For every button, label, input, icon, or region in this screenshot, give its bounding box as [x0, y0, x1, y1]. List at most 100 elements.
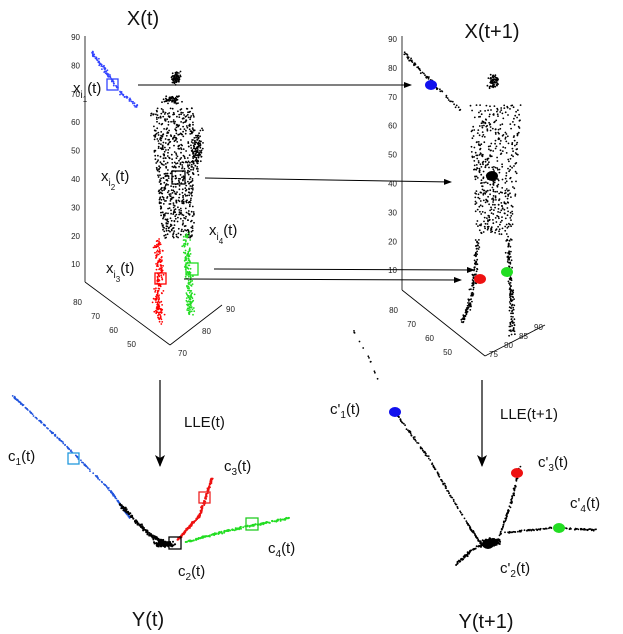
body-point	[195, 134, 197, 137]
embedding-point	[498, 540, 501, 543]
body-point	[483, 136, 486, 138]
body-point	[498, 230, 500, 233]
body-point	[158, 122, 161, 125]
body-point	[513, 304, 516, 307]
embedding-point	[429, 459, 432, 461]
body-point	[474, 175, 476, 178]
body-point	[501, 150, 504, 153]
embedding-point	[454, 503, 457, 506]
body-point	[173, 230, 176, 233]
embedding-point	[43, 424, 45, 426]
body-point	[496, 190, 498, 193]
body-point	[172, 236, 175, 239]
leg-point	[187, 250, 190, 253]
embedding-point	[443, 482, 446, 485]
body-point	[175, 201, 178, 204]
body-point	[192, 121, 194, 124]
xi1-next-marker	[425, 80, 437, 90]
body-point	[470, 151, 473, 153]
body-point	[192, 168, 195, 171]
leg-point	[190, 310, 193, 313]
title-yt: Y(t)	[132, 609, 164, 631]
body-point	[196, 139, 199, 141]
leg-point	[156, 249, 159, 252]
body-point	[479, 163, 482, 166]
embedding-point	[62, 442, 65, 445]
body-point	[184, 121, 186, 123]
body-point	[188, 187, 190, 190]
body-point	[459, 108, 462, 111]
body-point	[182, 148, 185, 151]
body-point	[509, 192, 511, 195]
body-point	[185, 215, 187, 218]
embedding-point	[281, 518, 284, 521]
body-point	[166, 113, 169, 115]
leg-point	[156, 263, 159, 266]
embedding-point	[208, 485, 211, 488]
body-point	[182, 222, 185, 225]
body-point	[169, 107, 172, 110]
body-point	[515, 148, 518, 151]
body-point	[482, 160, 485, 163]
body-point	[486, 157, 489, 160]
body-point	[492, 150, 495, 152]
embedding-point	[450, 496, 453, 499]
y-tick-label: 75	[489, 350, 498, 359]
body-point	[198, 139, 201, 142]
body-point	[467, 300, 470, 302]
body-point	[492, 188, 495, 191]
body-point	[445, 96, 448, 98]
body-point	[176, 162, 179, 165]
body-point	[182, 198, 185, 201]
embedding-point	[474, 533, 476, 536]
body-point	[510, 127, 512, 130]
body-point	[496, 156, 498, 159]
arm-point	[92, 55, 94, 58]
label-c1: c1(t)	[8, 448, 35, 468]
body-point	[178, 213, 181, 216]
body-point	[174, 139, 177, 142]
body-point	[469, 309, 472, 311]
body-point	[507, 245, 510, 248]
body-point	[179, 132, 182, 135]
body-point	[187, 210, 190, 212]
body-point	[507, 235, 509, 238]
embedding-point	[181, 532, 184, 535]
leg-point	[157, 289, 160, 292]
embedding-point	[268, 521, 271, 524]
embedding-point	[369, 360, 372, 363]
leg-point	[183, 266, 186, 268]
body-point	[183, 114, 186, 116]
leg-point	[158, 247, 161, 249]
body-point	[465, 310, 467, 312]
body-point	[507, 257, 510, 260]
leg-point	[188, 287, 191, 290]
body-point	[185, 200, 188, 203]
body-point	[174, 174, 177, 177]
z-tick-label: 80	[71, 61, 80, 70]
body-point	[193, 143, 196, 146]
leg-point	[159, 260, 162, 263]
x-tick-label: 80	[73, 298, 82, 307]
xi4-marker	[185, 262, 199, 276]
embedding-point	[508, 505, 511, 508]
body-point	[168, 156, 171, 159]
body-point	[157, 176, 160, 178]
leg-point	[159, 285, 162, 288]
body-point	[495, 199, 497, 201]
body-point	[515, 110, 517, 113]
body-point	[474, 239, 477, 241]
body-point	[162, 133, 165, 136]
body-point	[164, 157, 167, 159]
embedding-point	[374, 371, 376, 374]
body-point	[417, 67, 420, 70]
body-point	[171, 99, 174, 101]
body-point	[159, 136, 162, 139]
body-point	[500, 233, 503, 236]
body-point	[469, 303, 472, 306]
body-point	[501, 178, 504, 181]
body-point	[177, 206, 179, 209]
body-point	[165, 227, 168, 230]
body-point	[499, 223, 501, 226]
